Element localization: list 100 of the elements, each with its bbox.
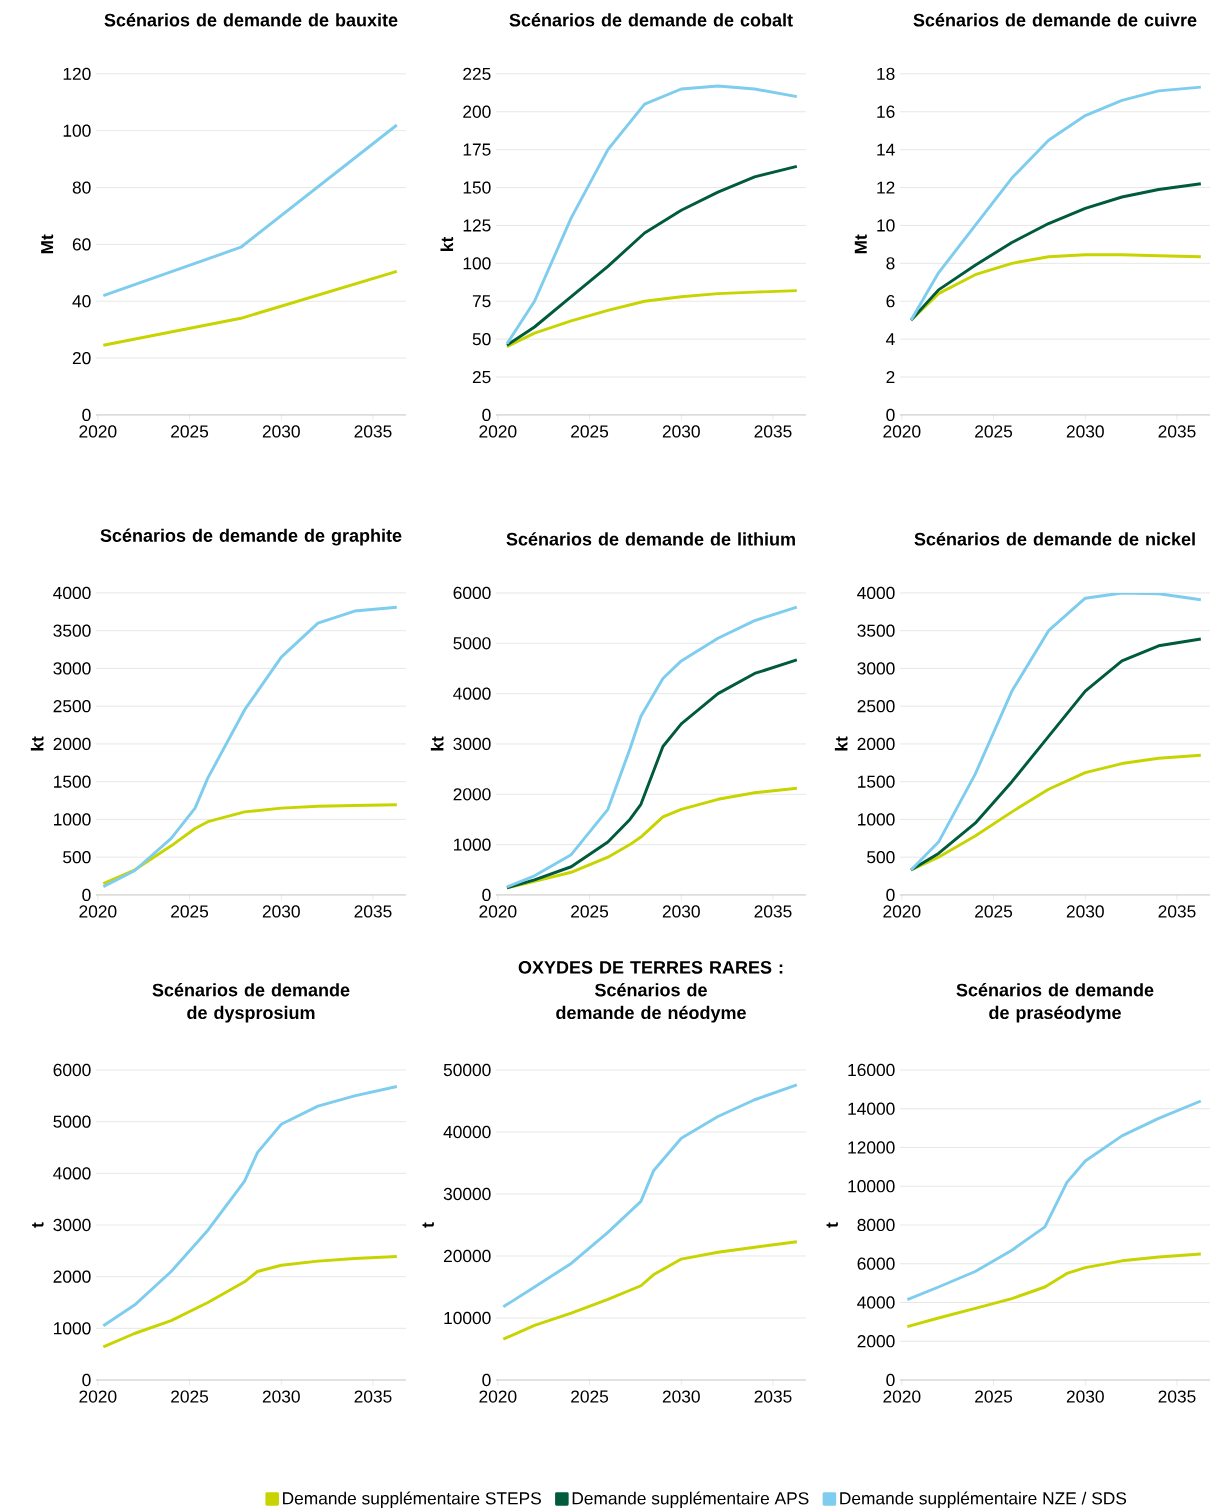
y-tick-label: 175 bbox=[463, 143, 491, 156]
x-tick-label: 2035 bbox=[354, 905, 392, 918]
y-tick-label: 500 bbox=[867, 851, 895, 864]
x-tick-label: 2025 bbox=[571, 905, 609, 918]
y-tick-label: 2500 bbox=[53, 700, 91, 713]
x-tick-label: 2035 bbox=[354, 425, 392, 438]
x-tick-label: 2035 bbox=[754, 905, 792, 918]
chart-title: Scénarios de demande de cuivre bbox=[913, 13, 1197, 27]
y-tick-label: 8 bbox=[886, 257, 895, 270]
x-tick-label: 2025 bbox=[571, 1390, 609, 1403]
x-tick-label: 2025 bbox=[571, 425, 609, 438]
line-series bbox=[905, 1252, 1203, 1329]
x-tick-label: 2035 bbox=[354, 1390, 392, 1403]
y-tick-label: 25 bbox=[472, 370, 491, 384]
y-tick-label: 0 bbox=[482, 1373, 491, 1387]
x-tick-label: 2035 bbox=[1158, 905, 1196, 918]
y-tick-label: 4000 bbox=[53, 586, 91, 600]
y-tick-label: 12000 bbox=[848, 1141, 895, 1154]
x-tick-label: 2025 bbox=[171, 425, 209, 438]
chart-title: Scénarios de demande de graphite bbox=[100, 528, 402, 546]
y-tick-label: 16000 bbox=[848, 1063, 895, 1077]
x-tick-label: 2030 bbox=[662, 425, 700, 438]
x-tick-label: 2030 bbox=[262, 1390, 300, 1403]
line-series bbox=[501, 1240, 799, 1341]
y-tick-label: 0 bbox=[82, 408, 91, 422]
y-tick-label: 200 bbox=[463, 105, 491, 118]
y-tick-label: 0 bbox=[886, 888, 895, 902]
y-tick-label: 3500 bbox=[857, 624, 895, 637]
y-tick-label: 120 bbox=[63, 67, 91, 80]
y-tick-label: 4000 bbox=[453, 687, 491, 700]
y-tick-label: 0 bbox=[886, 408, 895, 422]
x-tick-label: 2030 bbox=[262, 425, 300, 438]
y-tick-label: 0 bbox=[482, 408, 491, 422]
chart-title: Scénarios de demande de cobalt bbox=[509, 13, 793, 27]
chart-title: Scénarios de demande de bauxite bbox=[104, 13, 398, 27]
y-tick-label: 4 bbox=[886, 333, 895, 346]
y-tick-label: 2000 bbox=[857, 1335, 895, 1348]
line-series bbox=[905, 1099, 1203, 1302]
x-tick-label: 2020 bbox=[479, 1390, 517, 1403]
x-tick-label: 2020 bbox=[79, 905, 117, 918]
y-tick-label: 125 bbox=[463, 219, 491, 232]
y-tick-label: 0 bbox=[82, 1373, 91, 1387]
y-tick-label: 100 bbox=[63, 124, 91, 137]
y-tick-label: 50000 bbox=[443, 1063, 491, 1077]
y-tick-label: 10000 bbox=[444, 1311, 491, 1325]
x-tick-label: 2030 bbox=[1066, 905, 1104, 918]
x-tick-label: 2020 bbox=[479, 905, 517, 918]
line-series bbox=[505, 164, 799, 347]
y-tick-label: 2000 bbox=[453, 788, 491, 801]
y-tick-label: 0 bbox=[886, 1373, 895, 1387]
x-tick-label: 2020 bbox=[883, 905, 921, 918]
y-axis-title: kt bbox=[834, 736, 848, 751]
y-axis-title: kt bbox=[30, 736, 44, 751]
y-axis-title: t bbox=[826, 1222, 838, 1228]
y-tick-label: 1500 bbox=[54, 775, 91, 788]
x-tick-label: 2025 bbox=[975, 905, 1013, 918]
x-tick-label: 2020 bbox=[79, 425, 117, 438]
y-tick-label: 10000 bbox=[848, 1180, 895, 1193]
y-tick-label: 3500 bbox=[53, 624, 91, 637]
y-tick-label: 75 bbox=[472, 295, 491, 308]
x-tick-label: 2030 bbox=[662, 905, 700, 918]
y-tick-label: 225 bbox=[463, 67, 491, 80]
y-tick-label: 2000 bbox=[53, 1270, 91, 1283]
y-tick-label: 4000 bbox=[857, 1296, 895, 1309]
y-tick-label: 1000 bbox=[454, 838, 491, 851]
x-tick-label: 2030 bbox=[1066, 1390, 1104, 1403]
x-tick-label: 2025 bbox=[171, 1390, 209, 1403]
y-tick-label: 3000 bbox=[53, 1218, 91, 1232]
y-tick-label: 3000 bbox=[53, 662, 91, 675]
line-series bbox=[501, 1083, 799, 1309]
y-tick-label: 10 bbox=[877, 219, 895, 232]
y-tick-label: 0 bbox=[482, 888, 491, 902]
y-tick-label: 1000 bbox=[54, 813, 91, 826]
y-axis-title: Mt bbox=[41, 234, 54, 254]
x-tick-label: 2025 bbox=[975, 425, 1013, 438]
chart-title: OXYDES DE TERRES RARES : bbox=[518, 960, 783, 974]
x-tick-label: 2025 bbox=[975, 1390, 1013, 1403]
x-tick-label: 2020 bbox=[479, 425, 517, 438]
line-series bbox=[909, 592, 1203, 872]
chart-title: Scénarios de demande de lithium bbox=[506, 532, 795, 546]
x-tick-label: 2030 bbox=[1066, 425, 1104, 438]
y-tick-label: 20 bbox=[72, 351, 91, 365]
y-tick-label: 14000 bbox=[848, 1102, 895, 1115]
x-tick-label: 2035 bbox=[1158, 425, 1196, 438]
y-axis-title: t bbox=[422, 1222, 434, 1228]
y-tick-label: 4000 bbox=[857, 586, 895, 600]
y-tick-label: 14 bbox=[877, 143, 895, 156]
y-tick-label: 30000 bbox=[443, 1187, 491, 1201]
y-tick-label: 16 bbox=[877, 105, 895, 118]
y-tick-label: 6000 bbox=[857, 1257, 895, 1270]
line-series bbox=[909, 85, 1203, 322]
line-series bbox=[101, 1085, 399, 1328]
y-tick-label: 100 bbox=[463, 257, 491, 270]
x-tick-label: 2035 bbox=[754, 425, 792, 438]
y-tick-label: 2500 bbox=[857, 700, 895, 713]
y-tick-label: 4000 bbox=[53, 1167, 91, 1180]
y-tick-label: 3000 bbox=[857, 662, 895, 675]
y-tick-label: 40 bbox=[72, 295, 91, 308]
y-tick-label: 80 bbox=[72, 181, 91, 194]
line-series bbox=[505, 84, 799, 346]
